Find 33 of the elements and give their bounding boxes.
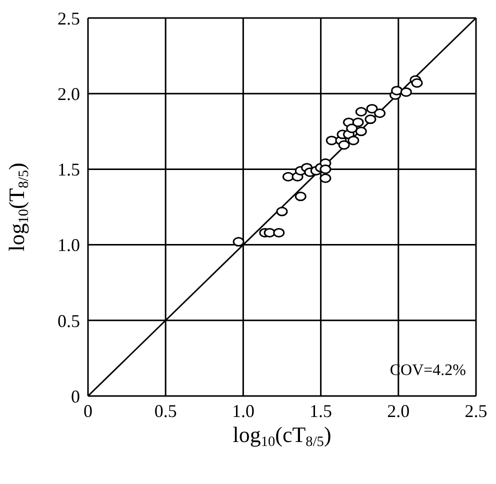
point (364, 114, 376, 124)
point (355, 126, 367, 136)
point (374, 108, 386, 118)
x-tick-label: 2.5 (464, 400, 488, 421)
x-tick-label: 1.5 (310, 400, 332, 421)
y-tick-label: 2.5 (58, 8, 80, 28)
point (400, 87, 412, 97)
point (352, 118, 364, 128)
y-tick-label: 0 (71, 386, 80, 406)
point (294, 192, 306, 202)
point (320, 164, 332, 174)
x-axis-title: log$_{10}$(cT$_{8/5}$) (232, 422, 332, 450)
y-tick-label: 2.0 (58, 84, 80, 104)
point (348, 136, 360, 146)
x-tick-label: 0 (84, 400, 92, 421)
point (366, 104, 378, 114)
point (326, 136, 338, 146)
y-tick-label: 1.0 (58, 235, 80, 256)
y-tick-label: 0.5 (58, 310, 80, 331)
point (391, 86, 403, 96)
point (273, 228, 285, 238)
point (232, 237, 244, 247)
point (276, 206, 288, 216)
x-tick-label: 0.5 (154, 400, 177, 421)
point (338, 140, 350, 150)
point (411, 78, 423, 88)
x-tick-label: 1.0 (232, 400, 254, 421)
point (320, 174, 332, 184)
y-tick-label: 1.5 (58, 160, 80, 180)
x-tick-label: 2.0 (387, 400, 410, 421)
point (264, 228, 276, 238)
point (282, 172, 294, 182)
point (355, 106, 367, 116)
